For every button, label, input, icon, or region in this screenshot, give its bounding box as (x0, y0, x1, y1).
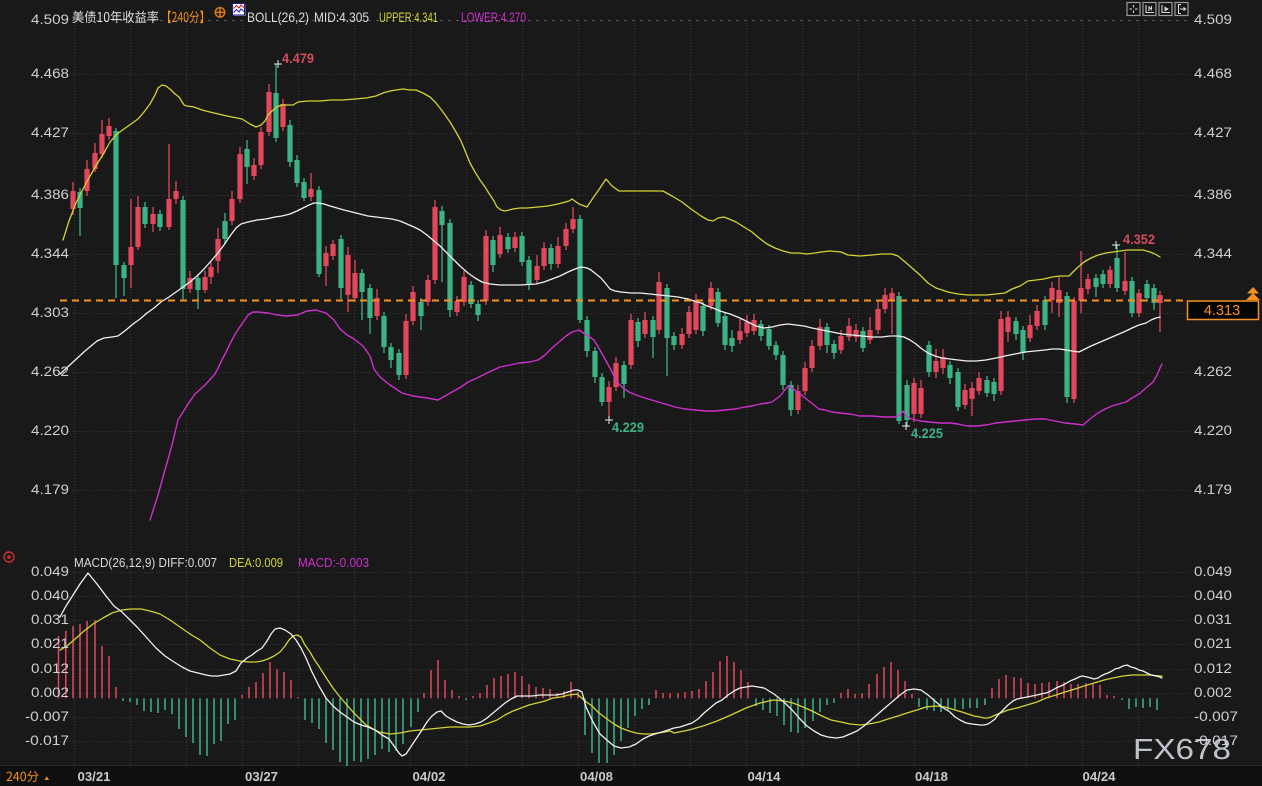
svg-text:4.179: 4.179 (1194, 482, 1232, 497)
svg-text:4.468: 4.468 (1194, 66, 1232, 81)
svg-text:BOLL(26,2): BOLL(26,2) (247, 9, 309, 25)
svg-text:4.509: 4.509 (1194, 12, 1232, 27)
svg-text:04/14: 04/14 (748, 769, 782, 784)
svg-text:4.262: 4.262 (31, 364, 69, 379)
svg-text:FX678: FX678 (1133, 734, 1231, 766)
svg-text:4.313: 4.313 (1204, 303, 1240, 319)
svg-text:4.344: 4.344 (31, 246, 70, 261)
svg-text:4.262: 4.262 (1194, 364, 1232, 379)
svg-text:0.040: 0.040 (31, 588, 69, 603)
svg-text:4.220: 4.220 (31, 423, 69, 438)
svg-text:04/24: 04/24 (1083, 769, 1117, 784)
svg-text:04/18: 04/18 (915, 769, 948, 784)
svg-text:MACD(26,12,9) DIFF:0.007: MACD(26,12,9) DIFF:0.007 (74, 555, 217, 570)
svg-text:4.225: 4.225 (911, 426, 943, 441)
svg-text:04/02: 04/02 (413, 769, 446, 784)
svg-text:-0.007: -0.007 (1194, 709, 1238, 724)
svg-text:4.179: 4.179 (31, 482, 69, 497)
svg-text:0.049: 0.049 (31, 564, 69, 579)
svg-text:4.303: 4.303 (31, 305, 69, 320)
svg-text:0.040: 0.040 (1194, 588, 1232, 603)
svg-text:-0.017: -0.017 (25, 733, 69, 748)
svg-text:4.468: 4.468 (31, 66, 69, 81)
svg-text:0.012: 0.012 (31, 661, 69, 676)
svg-text:MACD:-0.003: MACD:-0.003 (298, 555, 369, 570)
svg-text:0.002: 0.002 (31, 685, 69, 700)
svg-text:LOWER:4.270: LOWER:4.270 (461, 9, 526, 25)
svg-text:DEA:0.009: DEA:0.009 (229, 555, 283, 570)
svg-text:4.386: 4.386 (1194, 187, 1232, 202)
svg-text:4.229: 4.229 (612, 420, 644, 435)
svg-text:MID:4.305: MID:4.305 (314, 9, 369, 25)
svg-text:0.021: 0.021 (1194, 636, 1232, 651)
svg-text:03/27: 03/27 (245, 769, 278, 784)
svg-text:03/21: 03/21 (78, 769, 111, 784)
svg-text:4.479: 4.479 (282, 51, 314, 66)
svg-text:4.427: 4.427 (1194, 125, 1232, 140)
svg-text:0.031: 0.031 (1194, 612, 1232, 627)
svg-text:0.031: 0.031 (31, 612, 69, 627)
svg-text:-0.007: -0.007 (25, 709, 69, 724)
svg-text:4.352: 4.352 (1123, 232, 1155, 247)
svg-text:0.012: 0.012 (1194, 661, 1232, 676)
svg-text:0.049: 0.049 (1194, 564, 1232, 579)
svg-text:4.427: 4.427 (31, 125, 69, 140)
svg-text:4.386: 4.386 (31, 187, 69, 202)
svg-text:4.509: 4.509 (31, 12, 69, 27)
svg-text:4.220: 4.220 (1194, 423, 1232, 438)
svg-text:4.344: 4.344 (1194, 246, 1233, 261)
svg-text:0.021: 0.021 (31, 636, 69, 651)
svg-text:0.002: 0.002 (1194, 685, 1232, 700)
svg-text:UPPER:4.341: UPPER:4.341 (379, 9, 438, 25)
svg-text:04/08: 04/08 (580, 769, 613, 784)
svg-text:-0.017: -0.017 (1194, 733, 1238, 748)
